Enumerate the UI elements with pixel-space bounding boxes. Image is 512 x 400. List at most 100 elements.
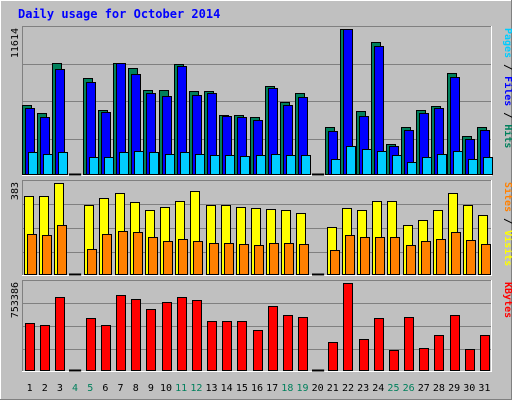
bar-sites-day-11 (178, 239, 188, 275)
x-tick-label-day-15: 15 (236, 383, 248, 394)
x-tick-label-day-11: 11 (175, 383, 187, 394)
bar-pages-day-15 (240, 156, 250, 175)
x-tick-label-day-13: 13 (205, 383, 217, 394)
x-tick-label-day-17: 17 (266, 383, 278, 394)
bar-pages-day-19 (301, 155, 311, 175)
x-tick-label-day-27: 27 (418, 383, 430, 394)
bar-kbytes-day-9 (146, 309, 156, 371)
x-tick-label-day-7: 7 (118, 383, 124, 394)
bar-pages-day-23 (362, 149, 372, 175)
bar-kbytes-day-28 (434, 335, 444, 371)
bar-sites-day-10 (163, 241, 173, 275)
bar-kbytes-day-2 (40, 325, 50, 371)
bar-kbytes-day-5 (86, 318, 96, 371)
x-tick-label-day-26: 26 (403, 383, 415, 394)
x-tick-label-day-3: 3 (57, 383, 63, 394)
bar-pages-day-7 (119, 152, 129, 175)
x-tick-label-day-6: 6 (102, 383, 108, 394)
legend-sites-label: Sites (502, 182, 512, 212)
legend-visits-label: Visits (502, 230, 512, 266)
bar-kbytes-day-8 (131, 299, 141, 371)
legend--label: / (502, 106, 512, 124)
bar-sites-day-15 (239, 244, 249, 275)
x-tick-label-day-8: 8 (133, 383, 139, 394)
bar-pages-day-1 (28, 152, 38, 175)
legend-hits-label: Hits (502, 124, 512, 148)
x-tick-label-day-29: 29 (448, 383, 460, 394)
bar-sites-day-12 (193, 241, 203, 275)
bar-kbytes-day-19 (298, 317, 308, 371)
bar-sites-day-28 (436, 239, 446, 275)
bar-pages-day-25 (392, 155, 402, 175)
x-tick-label-day-28: 28 (433, 383, 445, 394)
bar-kbytes-day-10 (162, 302, 172, 371)
bar-pages-day-28 (437, 154, 447, 175)
x-tick-label-day-24: 24 (372, 383, 384, 394)
bar-kbytes-day-22 (343, 283, 353, 371)
bar-kbytes-day-17 (268, 306, 278, 371)
bar-kbytes-day-26 (404, 317, 414, 371)
bar-sites-day-9 (148, 237, 158, 275)
bar-pages-day-16 (256, 155, 266, 175)
legend--label: / (502, 58, 512, 76)
x-tick-label-day-20: 20 (312, 383, 324, 394)
bar-sites-day-5 (87, 249, 97, 275)
bar-kbytes-day-31 (480, 335, 490, 371)
bar-sites-day-21 (330, 250, 340, 275)
bar-pages-day-14 (225, 155, 235, 175)
bar-pages-day-30 (468, 159, 478, 175)
panel-hits-files-pages-side-label: Pages / Files / Hits (502, 28, 512, 148)
bar-kbytes-day-1 (25, 323, 35, 371)
bar-kbytes-day-11 (177, 297, 187, 371)
bar-pages-day-2 (43, 154, 53, 175)
bar-kbytes-day-7 (116, 295, 126, 371)
bar-pages-day-24 (377, 151, 387, 175)
bar-pages-day-11 (180, 152, 190, 175)
x-tick-label-day-22: 22 (342, 383, 354, 394)
bar-kbytes-day-29 (450, 315, 460, 371)
bar-kbytes-day-21 (328, 342, 338, 371)
bar-pages-day-27 (422, 157, 432, 175)
x-tick-label-day-31: 31 (478, 383, 490, 394)
bar-sites-day-7 (118, 231, 128, 275)
bar-kbytes-day-18 (283, 315, 293, 371)
bar-pages-day-18 (286, 155, 296, 175)
bar-sites-day-17 (269, 243, 279, 275)
x-tick-label-day-25: 25 (387, 383, 399, 394)
x-tick-label-day-9: 9 (148, 383, 154, 394)
bar-pages-day-8 (134, 151, 144, 175)
x-tick-label-day-16: 16 (251, 383, 263, 394)
bar-sites-day-23 (360, 237, 370, 275)
bar-kbytes-day-25 (389, 350, 399, 371)
bar-kbytes-day-3 (55, 297, 65, 371)
bar-kbytes-day-30 (465, 349, 475, 371)
legend--label: / (502, 212, 512, 230)
bar-pages-day-21 (331, 159, 341, 175)
bar-pages-day-6 (104, 157, 114, 175)
bar-pages-day-31 (483, 157, 493, 175)
x-tick-label-day-14: 14 (221, 383, 233, 394)
bar-pages-day-29 (453, 151, 463, 175)
bar-sites-day-18 (284, 243, 294, 275)
bar-pages-day-5 (89, 157, 99, 175)
bar-kbytes-day-13 (207, 321, 217, 371)
legend-files-label: Files (502, 76, 512, 106)
bar-sites-day-27 (421, 241, 431, 275)
bar-sites-day-6 (102, 234, 112, 275)
bar-sites-day-3 (57, 225, 67, 275)
bar-sites-day-16 (254, 245, 264, 275)
bar-kbytes-day-16 (253, 330, 263, 371)
x-tick-label-day-10: 10 (160, 383, 172, 394)
bar-pages-day-3 (58, 152, 68, 175)
x-tick-label-day-5: 5 (87, 383, 93, 394)
bar-sites-day-24 (375, 237, 385, 275)
bar-kbytes-day-23 (359, 339, 369, 371)
bar-sites-day-8 (133, 232, 143, 275)
legend-pages-label: Pages (502, 28, 512, 58)
x-tick-label-day-30: 30 (463, 383, 475, 394)
panel-visits-sites-max-label: 383 (10, 182, 21, 200)
panel-kbytes-max-label: 753386 (10, 282, 21, 318)
bar-kbytes-day-27 (419, 348, 429, 371)
